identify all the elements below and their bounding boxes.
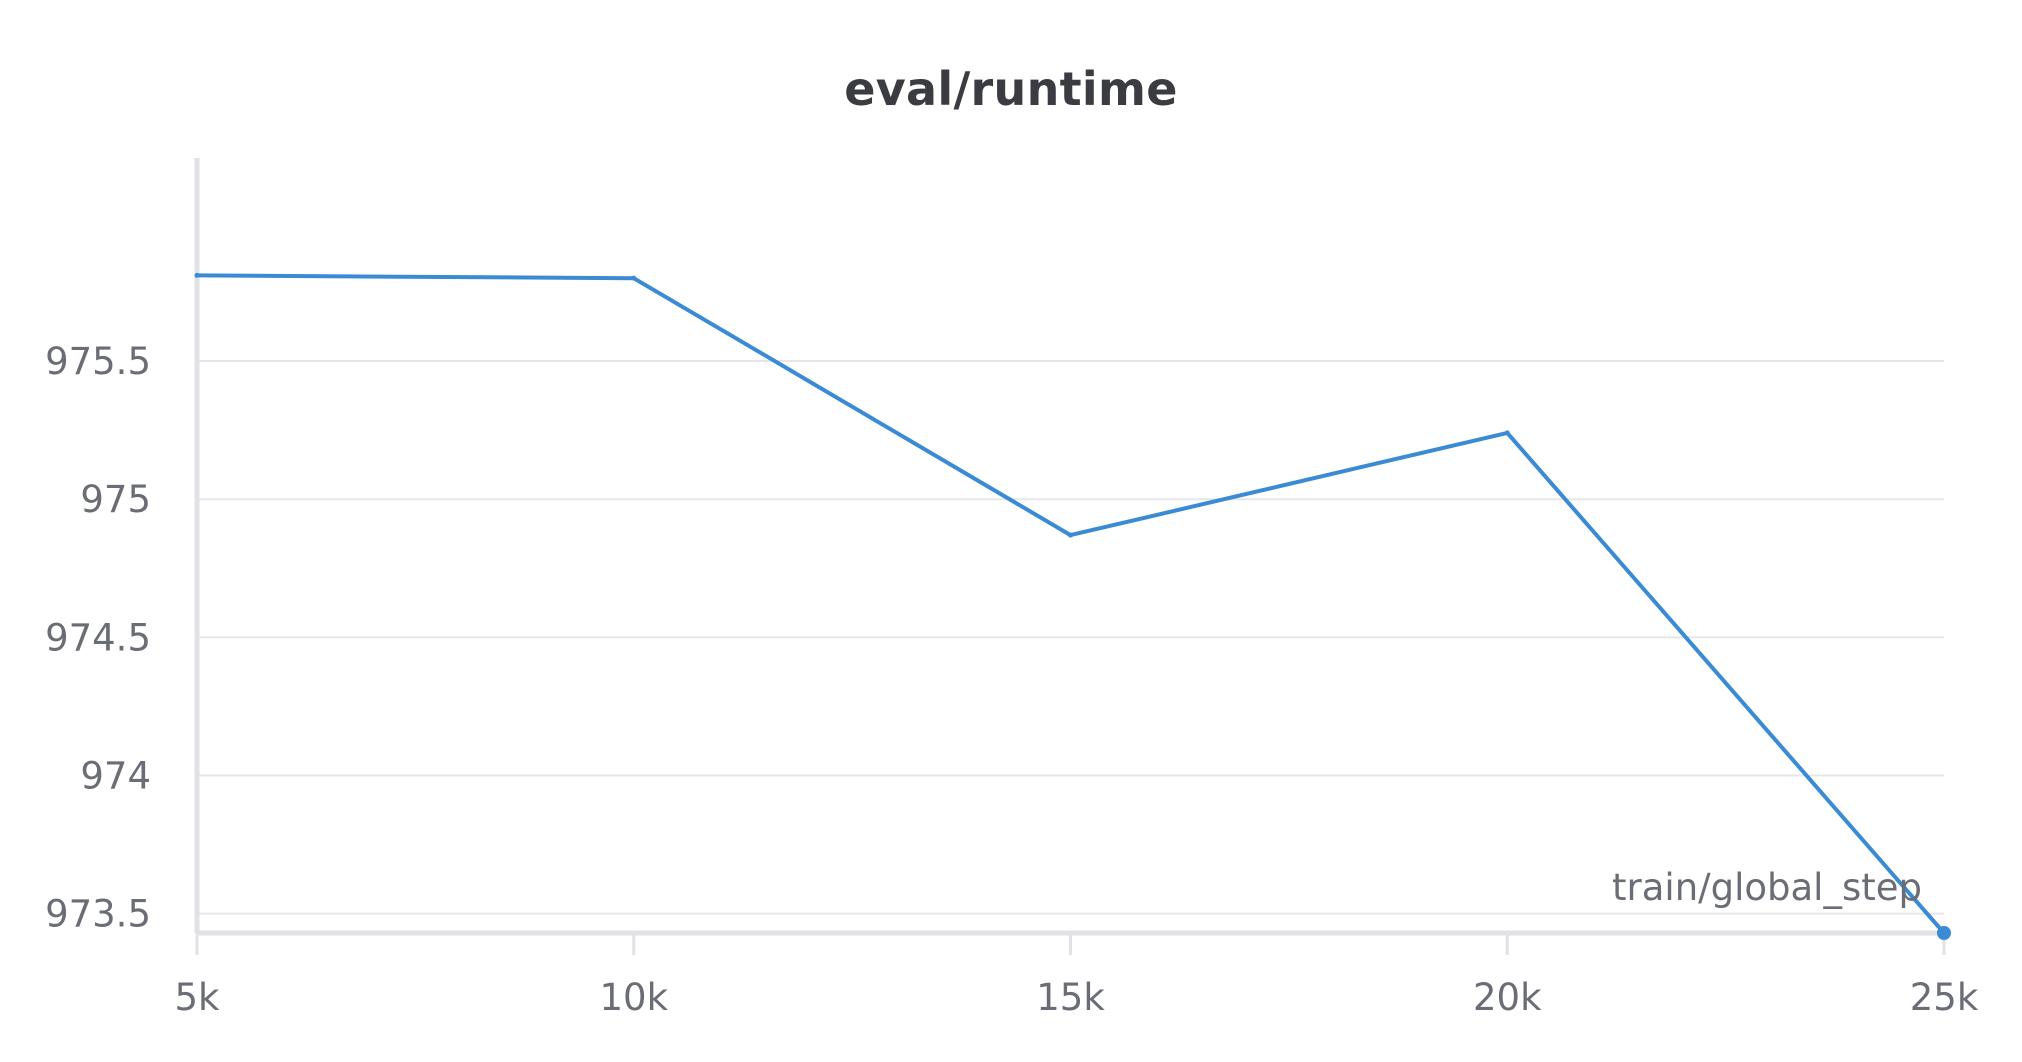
series-line [195, 273, 1946, 935]
x-tick-label: 10k [599, 976, 668, 1019]
data-point [194, 272, 200, 278]
x-tick-label: 15k [1036, 976, 1105, 1019]
x-axis-title: train/global_step [1612, 866, 1922, 909]
x-tick-label: 25k [1910, 976, 1979, 1019]
data-point [1937, 926, 1951, 940]
y-tick-label: 974.5 [45, 616, 151, 659]
chart-title: eval/runtime [844, 62, 1178, 116]
data-point [1068, 532, 1073, 538]
data-point [1504, 430, 1510, 436]
y-axis-ticks: 973.5 974 974.5 975 975.5 [45, 340, 151, 936]
axes [194, 158, 1944, 936]
y-tick-label: 974 [80, 755, 151, 798]
x-axis-ticks: 5k 10k 15k 20k 25k [175, 933, 1979, 1019]
y-tick-label: 973.5 [45, 893, 151, 936]
y-tick-label: 975 [80, 478, 151, 521]
x-tick-label: 20k [1473, 976, 1542, 1019]
y-tick-label: 975.5 [45, 340, 151, 383]
data-point [631, 275, 637, 281]
gridlines [197, 360, 1944, 915]
series [194, 272, 1951, 940]
x-tick-label: 5k [175, 976, 221, 1019]
